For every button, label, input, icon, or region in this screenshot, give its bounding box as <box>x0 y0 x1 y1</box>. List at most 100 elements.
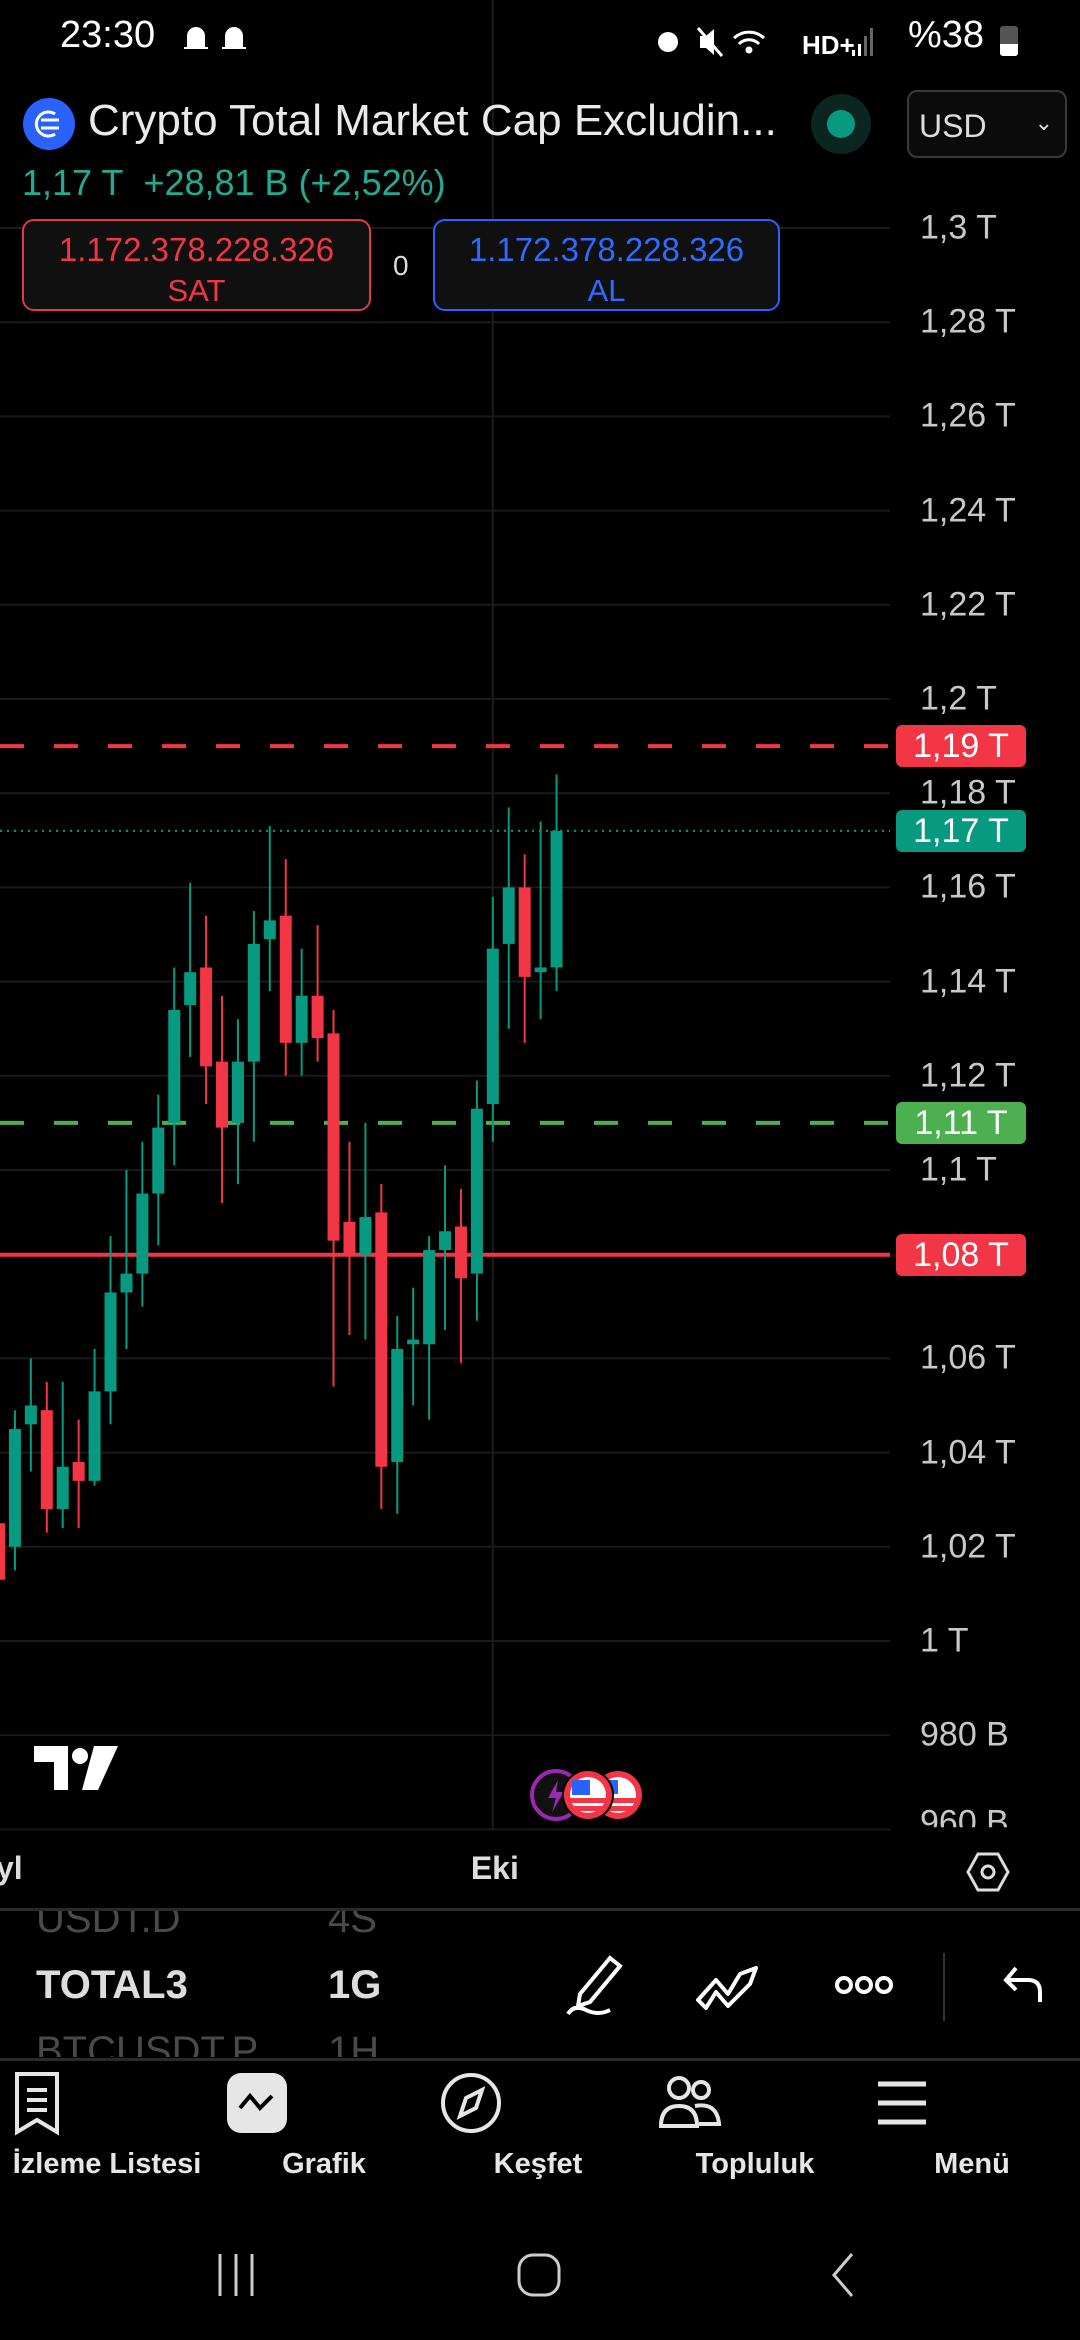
svg-text:HD+: HD+ <box>802 30 855 60</box>
candle <box>120 1170 133 1349</box>
candle-body <box>200 967 213 1067</box>
candle-body <box>327 1033 340 1241</box>
candle-body <box>391 1348 404 1463</box>
candle-body <box>184 972 197 1006</box>
chart-grid <box>0 227 890 1831</box>
candle <box>263 826 276 992</box>
candle <box>104 1235 117 1425</box>
candle-body <box>168 1009 181 1123</box>
candle-body <box>423 1250 436 1345</box>
currency-select[interactable]: USD ⌄ <box>907 90 1067 158</box>
symbol-item[interactable]: USDT.D <box>36 1911 181 1941</box>
more-icon[interactable] <box>834 1970 894 2000</box>
candle-body <box>0 1523 5 1580</box>
nav-label: Grafik <box>282 2148 366 2180</box>
divider <box>0 2058 1080 2061</box>
candle <box>423 1235 436 1420</box>
back-button[interactable] <box>826 2252 860 2298</box>
price-axis-label: 980 B <box>920 1715 1009 1754</box>
currency-value: USD <box>919 108 987 144</box>
us-flag-icon <box>562 1769 614 1821</box>
watchlist-icon <box>15 2072 59 2136</box>
home-button[interactable] <box>516 2252 562 2298</box>
economic-events[interactable] <box>528 1766 653 1826</box>
pencil-icon[interactable] <box>562 1950 626 2020</box>
change-value: +28,81 B (+2,52%) <box>143 162 446 203</box>
nav-explore[interactable]: Keşfet <box>438 2070 638 2181</box>
sell-price: 1.172.378.228.326 <box>58 231 335 268</box>
chart-icon <box>227 2073 287 2133</box>
symbol-title[interactable]: Crypto Total Market Cap Excludin... <box>88 96 777 145</box>
price-chart[interactable] <box>0 0 1080 1835</box>
battery-level: %38 <box>908 14 985 56</box>
nav-watchlist[interactable]: İzleme Listesi <box>7 2070 207 2181</box>
price-axis-label: 1,16 T <box>920 867 1016 906</box>
candle-body <box>295 995 308 1043</box>
signal-icon <box>852 28 873 56</box>
candle <box>502 807 515 1029</box>
candle-body <box>152 1127 165 1194</box>
candle <box>72 1419 85 1528</box>
symbol-picker[interactable]: USDT.D 4S TOTAL3 1G BTCUSDT.P 1H <box>0 1911 560 2057</box>
nav-label: Menü <box>934 2148 1010 2180</box>
candle-body <box>279 915 292 1043</box>
candle <box>279 859 292 1076</box>
buy-button[interactable]: 1.172.378.228.326 AL <box>433 219 780 311</box>
candle-body <box>518 887 531 977</box>
candle <box>216 995 229 1203</box>
candle-body <box>216 1061 229 1128</box>
candle-body <box>343 1221 356 1255</box>
candle-body <box>502 887 515 944</box>
buy-label: AL <box>587 273 626 308</box>
candle-body <box>88 1391 101 1481</box>
price-tag: 1,08 T <box>896 1233 1026 1276</box>
symbol-logo-icon <box>23 98 75 150</box>
candle-body <box>454 1226 467 1279</box>
chart-settings-icon[interactable] <box>966 1850 1010 1894</box>
status-icons: HD+ <box>652 22 892 62</box>
trend-line-icon[interactable] <box>694 1958 766 2014</box>
candle-body <box>470 1108 483 1274</box>
candle-body <box>40 1410 53 1510</box>
candle <box>184 882 197 1057</box>
interval-item[interactable]: 1H <box>328 2029 380 2057</box>
alarm-icon <box>658 32 678 52</box>
candle-body <box>407 1339 420 1345</box>
nav-chart[interactable]: Grafik <box>224 2070 424 2181</box>
candle <box>470 1080 483 1321</box>
candle-body <box>439 1231 452 1251</box>
battery-icon <box>1000 26 1018 56</box>
toolbar-divider <box>943 1953 945 2021</box>
price-tag: 1,11 T <box>896 1101 1026 1144</box>
candle <box>486 896 499 1142</box>
candle <box>200 915 213 1105</box>
time-label: Eki <box>470 1850 519 1886</box>
price-axis-label: 1,06 T <box>920 1338 1016 1377</box>
price-axis-label: 1,26 T <box>920 396 1016 435</box>
symbol-item-selected[interactable]: TOTAL3 <box>36 1963 188 2007</box>
nav-label: Keşfet <box>493 2148 583 2180</box>
price-axis-label: 1,2 T <box>920 679 997 718</box>
last-price: 1,17 T <box>22 162 124 203</box>
nav-community[interactable]: Topluluk <box>655 2070 855 2181</box>
candle-body <box>359 1217 372 1255</box>
interval-item[interactable]: 4S <box>328 1911 377 1941</box>
sell-button[interactable]: 1.172.378.228.326 SAT <box>22 219 371 311</box>
recent-apps-button[interactable] <box>214 2252 258 2298</box>
candle-body <box>550 830 563 968</box>
candle <box>454 1188 467 1364</box>
market-status-indicator[interactable] <box>811 94 871 154</box>
divider <box>0 1908 1080 1911</box>
chevron-down-icon: ⌄ <box>1034 110 1053 135</box>
price-tag: 1,19 T <box>896 725 1026 768</box>
candle-body <box>56 1466 69 1510</box>
interval-item-selected[interactable]: 1G <box>328 1963 382 2007</box>
candle-body <box>231 1061 244 1123</box>
candle <box>518 854 531 1043</box>
candle-body <box>104 1292 117 1392</box>
time-label: yl <box>0 1850 23 1886</box>
undo-icon[interactable] <box>1000 1960 1048 2008</box>
symbol-item[interactable]: BTCUSDT.P <box>36 2029 259 2057</box>
nav-menu[interactable]: Menü <box>872 2070 1072 2181</box>
candle <box>24 1358 37 1472</box>
